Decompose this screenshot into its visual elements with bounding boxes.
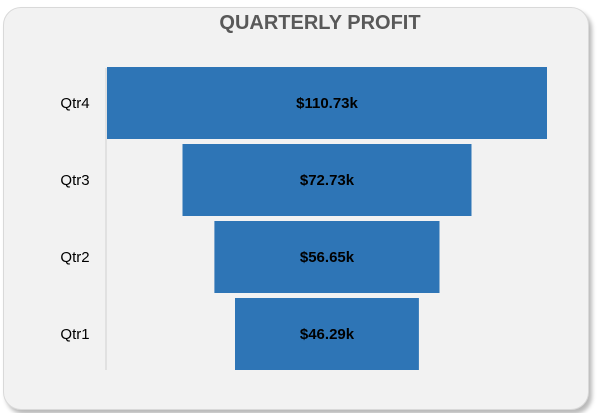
- bar-qtr4: [107, 67, 547, 139]
- chart-card: QUARTERLY PROFIT $110.73k Qtr4 $72.73k Qtr3…: [3, 7, 589, 410]
- category-label-qtr3: Qtr3: [60, 172, 89, 189]
- data-label-qtr4: $110.73k: [296, 95, 358, 112]
- funnel-chart: QUARTERLY PROFIT $110.73k Qtr4 $72.73k Qtr3…: [60, 12, 547, 370]
- bars-group: $110.73k Qtr4 $72.73k Qtr3 $56.65k Qtr2 $46.29…: [60, 67, 547, 370]
- data-label-qtr2: $56.65k: [300, 249, 355, 266]
- chart-title: QUARTERLY PROFIT: [219, 12, 420, 34]
- data-label-qtr1: $46.29k: [300, 326, 355, 343]
- category-label-qtr4: Qtr4: [60, 95, 89, 112]
- data-label-qtr3: $72.73k: [300, 172, 355, 189]
- bar-qtr1: [235, 298, 419, 370]
- category-label-qtr1: Qtr1: [60, 326, 89, 343]
- bar-qtr3: [182, 144, 472, 216]
- bar-qtr2: [214, 221, 440, 293]
- category-label-qtr2: Qtr2: [60, 249, 89, 266]
